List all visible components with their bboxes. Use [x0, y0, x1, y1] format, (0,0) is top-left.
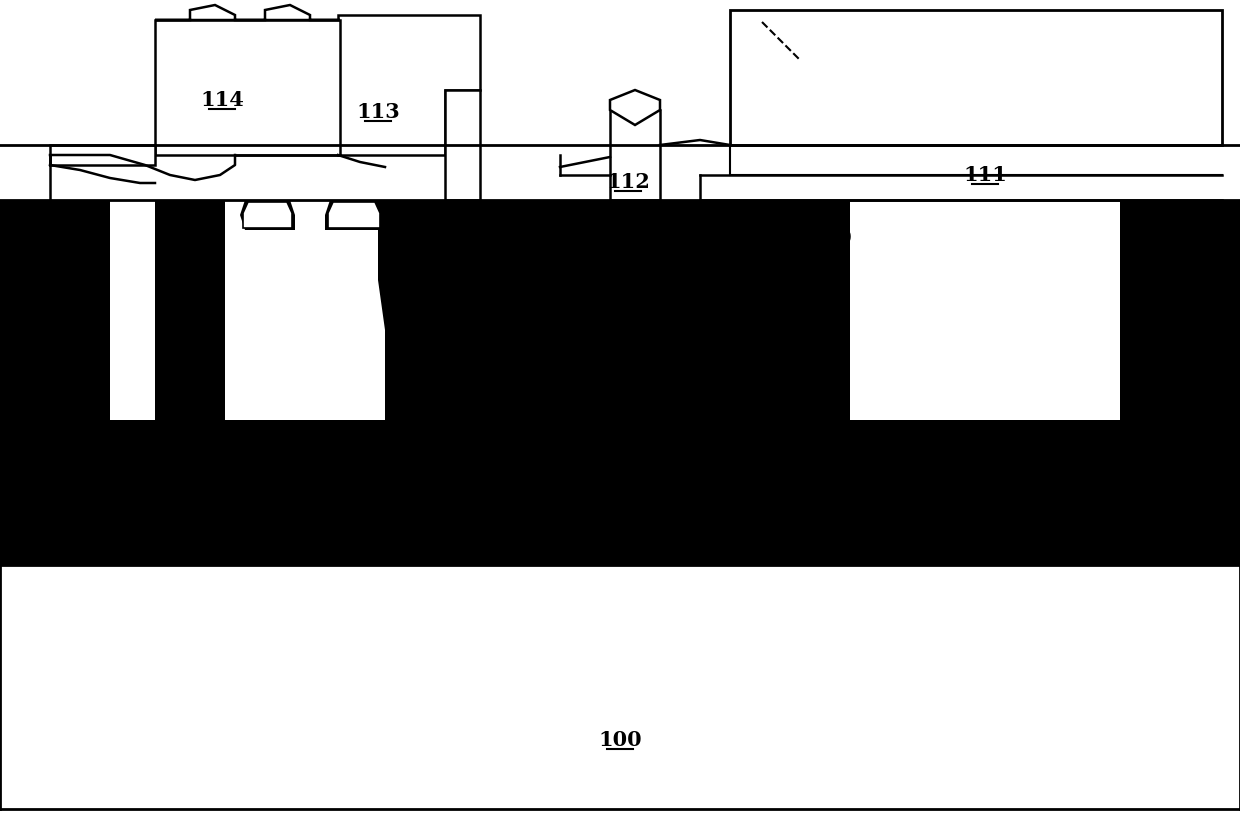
Text: 110: 110 [808, 228, 852, 248]
Polygon shape [50, 145, 155, 165]
Polygon shape [0, 565, 1240, 814]
Polygon shape [610, 110, 660, 200]
Polygon shape [849, 145, 1240, 200]
Text: 103: 103 [456, 360, 500, 380]
Polygon shape [110, 145, 155, 420]
Text: 114: 114 [200, 90, 244, 110]
Polygon shape [339, 15, 480, 155]
Text: 112: 112 [606, 172, 650, 192]
Text: 109: 109 [573, 360, 616, 380]
Polygon shape [445, 90, 480, 200]
Polygon shape [241, 200, 295, 230]
Polygon shape [0, 145, 1240, 575]
Polygon shape [378, 145, 862, 410]
Polygon shape [243, 202, 291, 228]
Polygon shape [155, 145, 224, 485]
Polygon shape [701, 175, 1221, 200]
Text: 100: 100 [598, 730, 642, 750]
Text: 111: 111 [963, 165, 1007, 185]
FancyBboxPatch shape [140, 408, 1100, 558]
Polygon shape [155, 5, 340, 20]
Polygon shape [610, 90, 660, 125]
Polygon shape [110, 200, 236, 390]
Polygon shape [849, 145, 1120, 420]
Polygon shape [224, 145, 384, 420]
Polygon shape [560, 155, 849, 200]
Polygon shape [1120, 145, 1240, 485]
Polygon shape [0, 145, 1240, 200]
Polygon shape [325, 200, 383, 230]
Text: 113: 113 [356, 102, 399, 122]
Polygon shape [155, 20, 340, 155]
Polygon shape [50, 155, 340, 200]
Polygon shape [730, 10, 1221, 145]
Polygon shape [329, 202, 379, 228]
